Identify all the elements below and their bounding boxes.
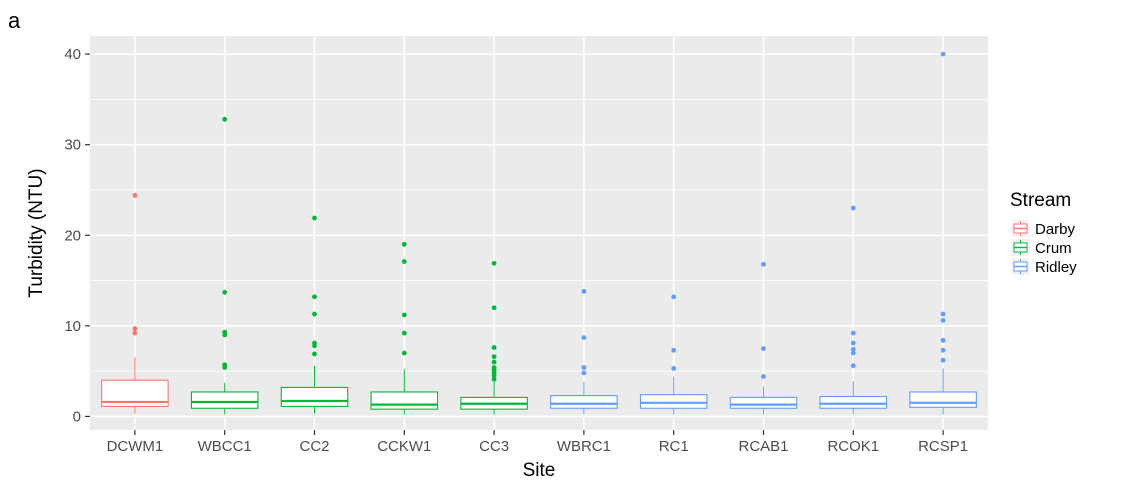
box-dcwm1 <box>101 193 169 414</box>
outlier-point <box>491 365 497 370</box>
outlier-point <box>850 346 856 352</box>
major-gridlines <box>90 36 988 430</box>
outlier-point <box>761 374 766 379</box>
outlier-point <box>850 205 856 211</box>
outlier-point <box>940 311 946 317</box>
outlier-point <box>850 350 856 356</box>
x-axis-title: Site <box>523 460 556 481</box>
box-wbrc1 <box>550 289 618 415</box>
outlier-point <box>401 241 407 247</box>
x-tick-label: RC1 <box>659 438 689 455</box>
box-cckw1 <box>370 241 439 415</box>
outlier-point <box>761 261 766 267</box>
y-tick-label: 40 <box>64 46 81 63</box>
box-iqr <box>370 391 439 410</box>
outlier-point <box>312 294 317 300</box>
box-rcab1 <box>729 261 798 415</box>
legend-label: Darby <box>1035 221 1076 238</box>
legend-label: Crum <box>1035 240 1072 257</box>
outlier-point <box>850 363 856 369</box>
outlier-point <box>940 357 946 363</box>
legend-item-darby: Darby <box>1012 220 1076 238</box>
outlier-point <box>671 294 677 300</box>
outlier-point <box>312 351 317 357</box>
legend-item-ridley: Ridley <box>1012 258 1077 276</box>
legend-items: Darby Crum Ridley <box>1012 220 1077 276</box>
x-axis-ticks: DCWM1 WBCC1 CC2 CCKW1 CC3 WBRC1 RC1 RCAB1 RCOK1 R… <box>107 430 968 455</box>
outlier-point <box>132 193 138 198</box>
outlier-point <box>581 370 587 376</box>
box-rcok1 <box>819 205 888 415</box>
box-iqr <box>819 395 888 409</box>
outlier-point <box>671 366 677 371</box>
box-iqr <box>909 391 977 408</box>
outlier-point <box>940 347 946 353</box>
box-rc1 <box>639 294 708 415</box>
box-wbcc1 <box>190 116 259 415</box>
legend-label: Ridley <box>1035 259 1077 276</box>
outlier-point <box>401 330 407 336</box>
outlier-point <box>401 259 407 264</box>
y-tick-label: 30 <box>64 137 81 154</box>
y-tick-label: 10 <box>64 318 81 335</box>
x-tick-label: RCSP1 <box>918 438 968 455</box>
minor-gridlines <box>90 99 988 372</box>
outlier-point <box>401 350 407 356</box>
outlier-point <box>850 340 856 346</box>
legend-title: Stream <box>1010 190 1071 211</box>
y-tick-label: 0 <box>73 408 81 425</box>
outlier-point <box>940 51 946 57</box>
box-iqr <box>280 386 349 408</box>
outlier-point <box>132 330 138 336</box>
y-tick-label: 20 <box>64 227 81 244</box>
legend: Stream Darby Crum Ridley <box>1010 190 1077 276</box>
x-tick-label: RCAB1 <box>738 438 788 455</box>
outlier-point <box>222 362 228 368</box>
box-iqr <box>190 391 259 409</box>
outlier-point <box>401 312 407 318</box>
outlier-point <box>222 329 228 335</box>
outlier-point <box>491 359 497 365</box>
box-rcsp1 <box>909 51 977 415</box>
outlier-point <box>940 337 946 343</box>
y-axis-title: Turbidity (NTU) <box>26 168 47 297</box>
outlier-point <box>761 346 766 351</box>
box-iqr <box>639 394 708 409</box>
outlier-point <box>222 289 228 295</box>
x-tick-label: CCKW1 <box>377 438 431 455</box>
outlier-point <box>312 215 317 221</box>
box-series <box>101 51 977 415</box>
outlier-point <box>581 289 587 294</box>
outlier-point <box>491 345 497 350</box>
x-tick-label: CC2 <box>299 438 329 455</box>
outlier-point <box>491 260 497 266</box>
outlier-point <box>850 330 856 336</box>
legend-item-crum: Crum <box>1012 239 1072 257</box>
box-cc3 <box>460 260 528 415</box>
outlier-point <box>132 326 138 331</box>
plot-background <box>90 36 988 430</box>
outlier-point <box>671 347 677 353</box>
outlier-point <box>581 335 587 341</box>
outlier-point <box>312 311 317 317</box>
box-cc2 <box>280 215 349 414</box>
x-tick-label: DCWM1 <box>107 438 164 455</box>
x-tick-label: RCOK1 <box>827 438 879 455</box>
box-iqr <box>550 395 618 409</box>
outlier-point <box>940 318 946 323</box>
x-tick-label: WBRC1 <box>557 438 611 455</box>
outlier-point <box>491 354 497 360</box>
outlier-point <box>312 340 317 346</box>
x-tick-label: CC3 <box>479 438 509 455</box>
outlier-point <box>222 116 228 122</box>
box-iqr <box>729 396 798 409</box>
x-tick-label: WBCC1 <box>198 438 252 455</box>
outlier-point <box>581 365 587 370</box>
panel-label: a <box>8 8 21 33</box>
outlier-point <box>491 376 497 382</box>
outlier-point <box>491 305 497 311</box>
y-axis-ticks: 0 10 20 30 40 <box>64 46 90 425</box>
